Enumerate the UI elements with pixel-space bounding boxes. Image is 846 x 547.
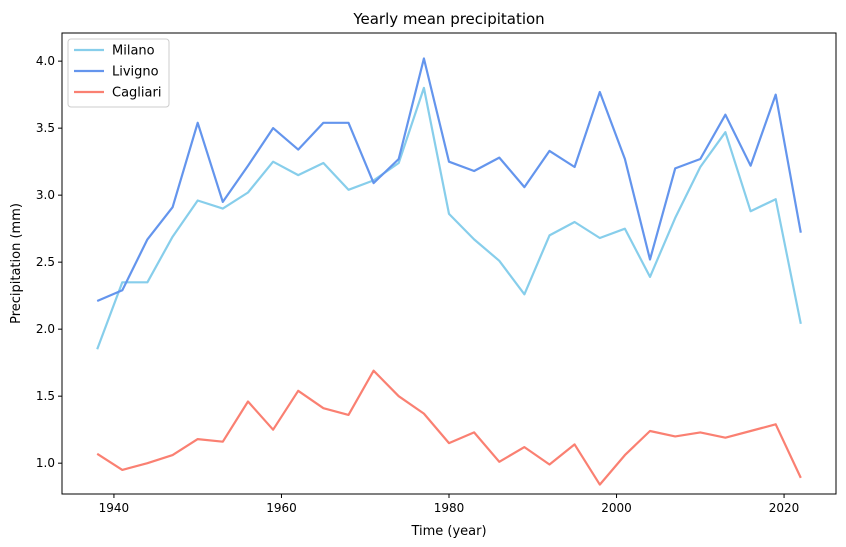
series-line-cagliari: [96, 369, 802, 486]
plot-frame: [61, 32, 837, 495]
legend-box: [67, 38, 170, 108]
legend-label-livigno: Livigno: [112, 65, 159, 80]
y-axis-label: Precipitation (mm): [9, 203, 24, 324]
series-line-livigno: [96, 57, 802, 303]
y-tick-label: 3.0: [36, 188, 55, 202]
x-tick-label: 1940: [99, 501, 130, 515]
series-layer: [96, 57, 802, 486]
y-tick-label: 4.0: [36, 54, 55, 68]
x-axis-label: Time (year): [410, 524, 486, 539]
legend-label-milano: Milano: [112, 44, 155, 59]
x-tick-label: 1980: [434, 501, 465, 515]
y-tick-label: 2.5: [36, 255, 55, 269]
legend-label-cagliari: Cagliari: [112, 86, 161, 101]
legend: Milano Livigno Cagliari: [67, 38, 170, 108]
x-tick-label: 2020: [769, 501, 800, 515]
x-tick-label: 1960: [266, 501, 297, 515]
chart-title: Yearly mean precipitation: [352, 10, 544, 28]
y-tick-label: 3.5: [36, 121, 55, 135]
y-tick-label: 1.5: [36, 389, 55, 403]
y-tick-label: 1.0: [36, 456, 55, 470]
x-axis: 1940 1960 1980 2000 2020: [99, 494, 800, 515]
y-axis: 1.0 1.5 2.0 2.5 3.0 3.5 4.0: [36, 54, 62, 470]
x-tick-label: 2000: [601, 501, 632, 515]
series-line-milano: [96, 86, 802, 350]
y-tick-label: 2.0: [36, 322, 55, 336]
